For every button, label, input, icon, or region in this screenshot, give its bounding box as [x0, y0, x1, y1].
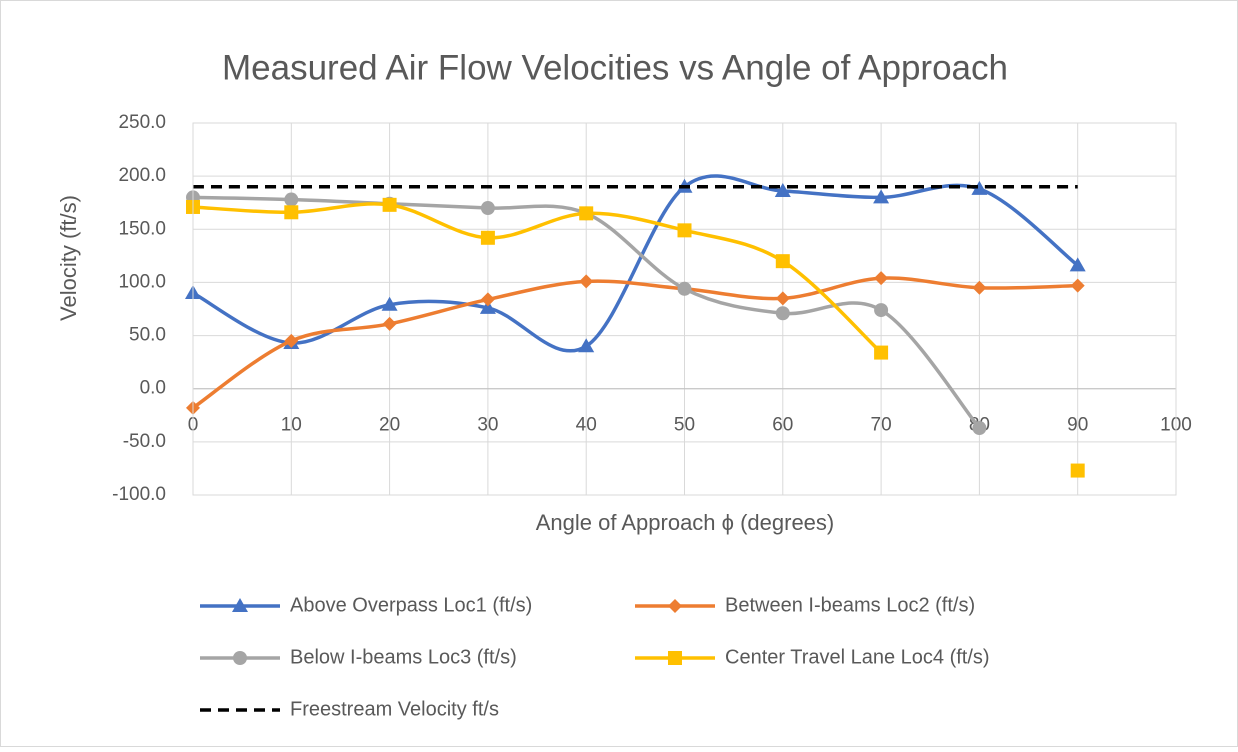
data-point [774, 183, 791, 198]
data-point [480, 292, 495, 307]
legend-label: Center Travel Lane Loc4 (ft/s) [725, 646, 990, 668]
x-tick-label: 70 [871, 415, 892, 436]
data-point [578, 338, 595, 353]
data-point [284, 333, 299, 348]
legend-label: Above Overpass Loc1 (ft/s) [290, 594, 532, 616]
x-tick-label: 90 [1067, 415, 1088, 436]
legend-label: Below I-beams Loc3 (ft/s) [290, 646, 517, 668]
data-point [874, 345, 889, 360]
data-point [874, 303, 889, 318]
y-tick-label: 150.0 [118, 218, 166, 239]
data-point [972, 421, 987, 436]
legend-marker [668, 599, 682, 613]
legend-label: Freestream Velocity ft/s [290, 698, 499, 720]
legend-label: Between I-beams Loc2 (ft/s) [725, 594, 975, 616]
chart-title: Measured Air Flow Velocities vs Angle of… [222, 48, 1008, 87]
legend-marker [232, 598, 248, 612]
data-point [579, 206, 594, 221]
legend-marker [668, 651, 682, 665]
series-line [192, 276, 1078, 410]
data-point [284, 192, 299, 207]
data-point [480, 201, 495, 216]
data-point [381, 296, 398, 311]
data-point [775, 254, 790, 269]
x-tick-label: 10 [281, 415, 302, 436]
y-tick-label: -100.0 [112, 484, 166, 505]
x-tick-label: 20 [379, 415, 400, 436]
data-point [1070, 278, 1085, 293]
data-point [1070, 463, 1085, 478]
data-point [775, 306, 790, 321]
data-point [1069, 257, 1086, 272]
x-tick-label: 50 [674, 415, 695, 436]
legend-marker [233, 651, 247, 665]
y-tick-label: 100.0 [118, 271, 166, 292]
data-point [284, 205, 299, 220]
x-axis-label: Angle of Approach ϕ (degrees) [536, 510, 835, 535]
y-tick-label: 50.0 [129, 325, 166, 346]
data-point [677, 281, 692, 296]
data-point [874, 271, 889, 286]
data-point [873, 189, 890, 204]
series-line [192, 195, 981, 430]
data-point [775, 291, 790, 306]
y-tick-label: 250.0 [118, 112, 166, 133]
y-tick-label: 200.0 [118, 165, 166, 186]
x-tick-label: 30 [477, 415, 498, 436]
y-tick-label: -50.0 [123, 431, 166, 452]
data-point [382, 197, 397, 212]
data-point [971, 180, 988, 195]
data-point [479, 299, 496, 314]
y-axis-label: Velocity (ft/s) [56, 195, 81, 321]
data-point [677, 223, 692, 238]
plot-border [192, 122, 1177, 496]
data-point [579, 274, 594, 289]
y-tick-label: 0.0 [140, 378, 166, 399]
x-tick-label: 60 [772, 415, 793, 436]
data-point [972, 280, 987, 295]
x-tick-label: 40 [576, 415, 597, 436]
data-point [480, 230, 495, 245]
data-point [382, 316, 397, 331]
